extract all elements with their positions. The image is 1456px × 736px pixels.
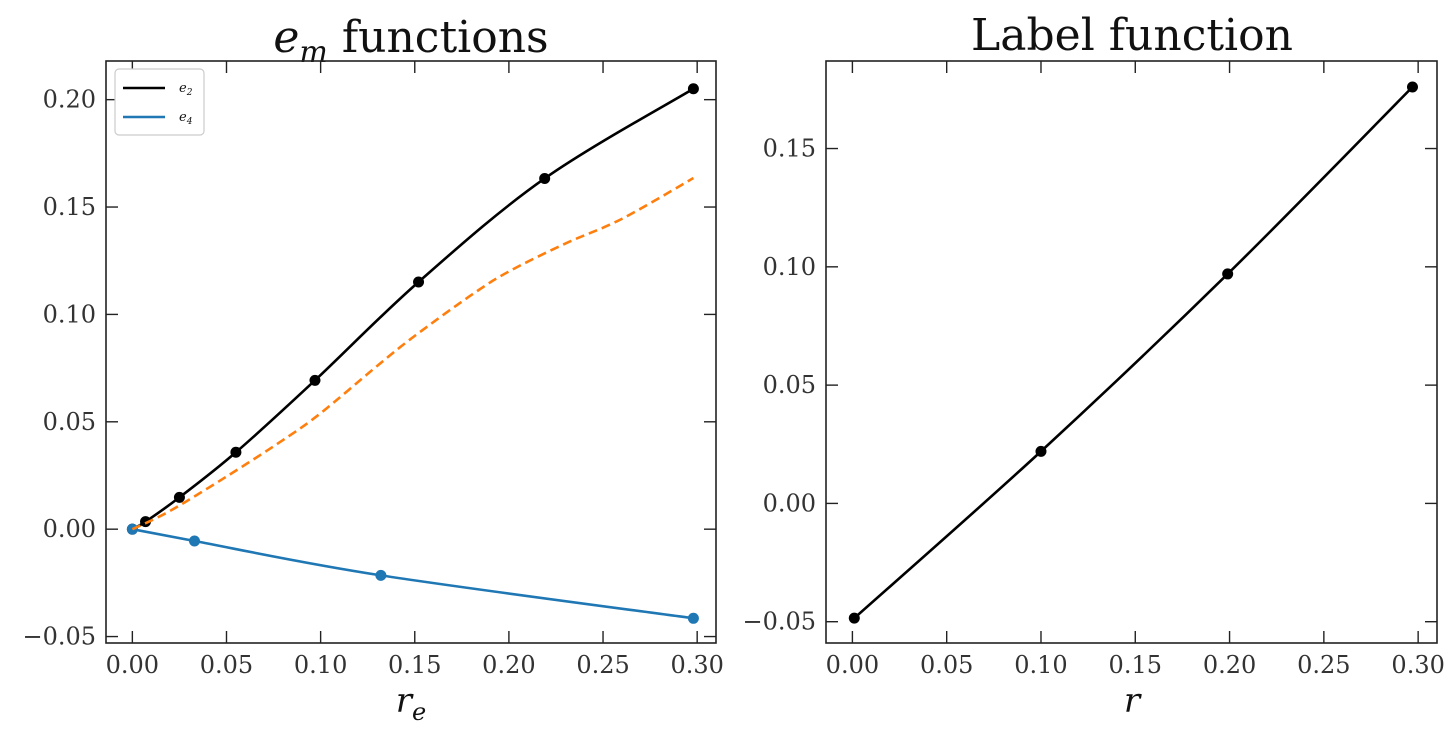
- y-tick-label: 0.15: [763, 135, 816, 163]
- data-point-left-0: [413, 276, 425, 288]
- x-axis-label-re: re: [396, 681, 426, 726]
- y-tick-label: 0.20: [43, 86, 96, 114]
- data-point-left-0: [309, 374, 321, 386]
- x-tick-label: 0.10: [1014, 651, 1067, 679]
- x-tick-label: 0.05: [200, 651, 253, 679]
- series-line-left-1: [132, 527, 694, 620]
- y-tick-label: 0.05: [43, 408, 96, 436]
- data-point-left-1: [375, 569, 387, 581]
- x-tick-label: 0.30: [670, 651, 723, 679]
- series-line-left-2: [131, 176, 695, 531]
- y-tick-label: −0.05: [742, 608, 816, 636]
- chart-title-em-functions: em functions: [273, 12, 548, 70]
- data-point-left-0: [687, 83, 699, 95]
- x-tick-label: 0.30: [1391, 651, 1444, 679]
- plot-frame-left: [105, 60, 717, 644]
- x-tick-label: 0.15: [1109, 651, 1162, 679]
- data-point-left-0: [539, 172, 551, 184]
- x-tick-label: 0.20: [1203, 651, 1256, 679]
- data-point-left-0: [230, 446, 242, 458]
- legend: e2 e4: [114, 68, 205, 136]
- data-point-right-0: [1222, 268, 1234, 280]
- plot-area-right: 0.00 0.05 0.10 0.15 0.20 0.25 0.30 −0.05 0.00 0.0…: [742, 60, 1445, 679]
- em-functions-panel: em functions 0.00 0.05 0.10 0.15 0.20 0.25 0.3…: [22, 12, 723, 726]
- plot-area-left: 0.00 0.05 0.10 0.15 0.20 0.25 0.30 −0.05 0.00 0.0…: [22, 60, 724, 679]
- x-tick-label: 0.15: [388, 651, 441, 679]
- plot-frame-right: [825, 60, 1438, 644]
- x-tick-label: 0.10: [294, 651, 347, 679]
- x-tick-label: 0.05: [920, 651, 973, 679]
- x-tick-label: 0.25: [576, 651, 629, 679]
- x-axis-label-r: r: [1124, 681, 1142, 721]
- data-point-left-0: [173, 491, 185, 503]
- data-point-left-1: [188, 535, 200, 547]
- data-point-right-0: [848, 612, 860, 624]
- chart-title-label-function: Label function: [971, 10, 1293, 61]
- x-tick-label: 0.25: [1297, 651, 1350, 679]
- series-line-right-0: [853, 86, 1414, 620]
- y-tick-label: −0.05: [22, 623, 96, 651]
- y-tick-label: 0.00: [763, 489, 816, 517]
- data-point-left-0: [140, 516, 152, 528]
- series-line-left-0: [131, 87, 695, 531]
- x-tick-label: 0.20: [482, 651, 535, 679]
- legend-entry: e2: [179, 81, 193, 98]
- y-tick-label: 0.15: [43, 193, 96, 221]
- legend-box: [114, 68, 205, 136]
- legend-entry: e4: [179, 110, 193, 127]
- label-function-panel: Label function 0.00 0.05 0.10 0.15 0.20 0.25 0…: [742, 10, 1444, 721]
- data-point-right-0: [1035, 445, 1047, 457]
- data-point-right-0: [1406, 81, 1418, 93]
- data-point-left-1: [687, 612, 699, 624]
- data-point-left-1: [126, 523, 138, 535]
- y-tick-label: 0.00: [43, 515, 96, 543]
- y-tick-label: 0.10: [43, 300, 96, 328]
- x-tick-label: 0.00: [106, 651, 159, 679]
- y-tick-label: 0.05: [763, 371, 816, 399]
- x-tick-label: 0.00: [826, 651, 879, 679]
- y-tick-label: 0.10: [763, 253, 816, 281]
